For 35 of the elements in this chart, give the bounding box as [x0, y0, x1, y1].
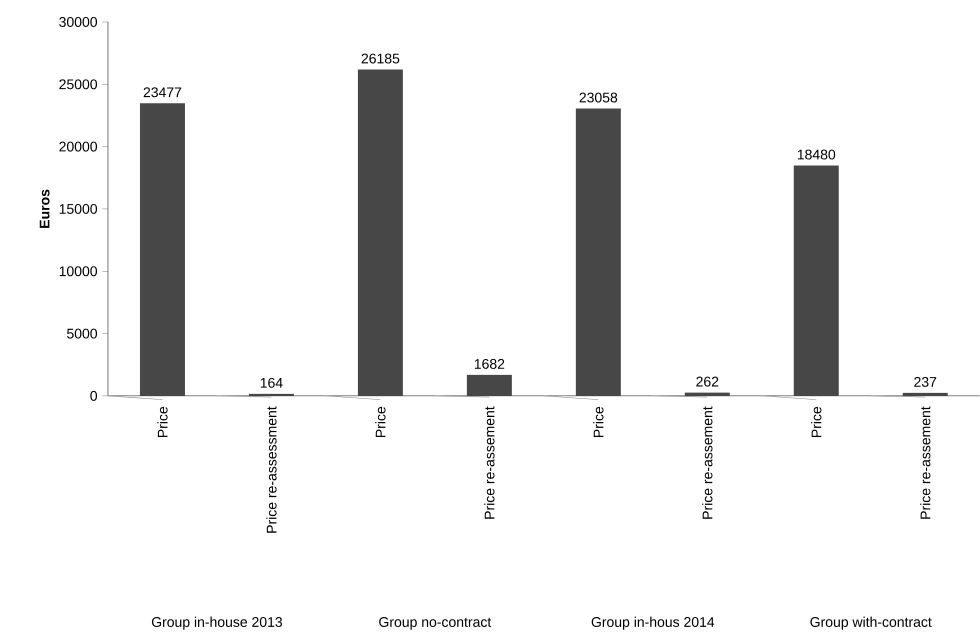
bar — [140, 103, 185, 396]
x-tick-label: Price re-assement — [920, 406, 930, 519]
y-tick-label: 15000 — [60, 204, 98, 214]
data-label: 18480 — [798, 150, 836, 160]
data-label: 262 — [696, 376, 718, 387]
bar — [576, 108, 621, 396]
y-tick-label: 20000 — [59, 142, 98, 152]
bar — [466, 375, 512, 396]
bar — [358, 70, 403, 396]
data-label: 237 — [914, 377, 936, 387]
x-tick-label: Price — [375, 407, 386, 438]
y-tick-label: 10000 — [60, 266, 98, 276]
x-tick-label: Price — [593, 407, 604, 438]
x-tick-label: Price re-assement — [702, 406, 712, 519]
data-label: 23477 — [144, 87, 182, 98]
bar — [902, 393, 948, 396]
y-tick-label: 30000 — [59, 17, 98, 28]
text: Group in-house 2013 — [152, 616, 282, 630]
text: Group with-contract — [810, 616, 932, 630]
y-tick-label: 25000 — [59, 79, 98, 90]
text: Group in-hous 2014 — [592, 616, 714, 630]
x-tick-label: Price re-assessment — [266, 406, 277, 533]
x-tick-label: Price — [157, 407, 168, 438]
data-label: 164 — [260, 378, 283, 388]
y-tick-label: 5000 — [67, 328, 98, 339]
x-tick-label: Price re-assement — [484, 406, 495, 519]
data-label: 26185 — [362, 54, 400, 64]
bar — [794, 166, 839, 396]
data-label: 23058 — [580, 92, 618, 103]
y-tick-label: 0 — [90, 391, 98, 401]
text: Group no-contract — [379, 617, 492, 630]
y-axis-title: Euros — [40, 190, 50, 228]
data-label: 1682 — [474, 359, 504, 369]
x-tick-label: Price — [811, 407, 822, 438]
bar — [684, 392, 730, 396]
